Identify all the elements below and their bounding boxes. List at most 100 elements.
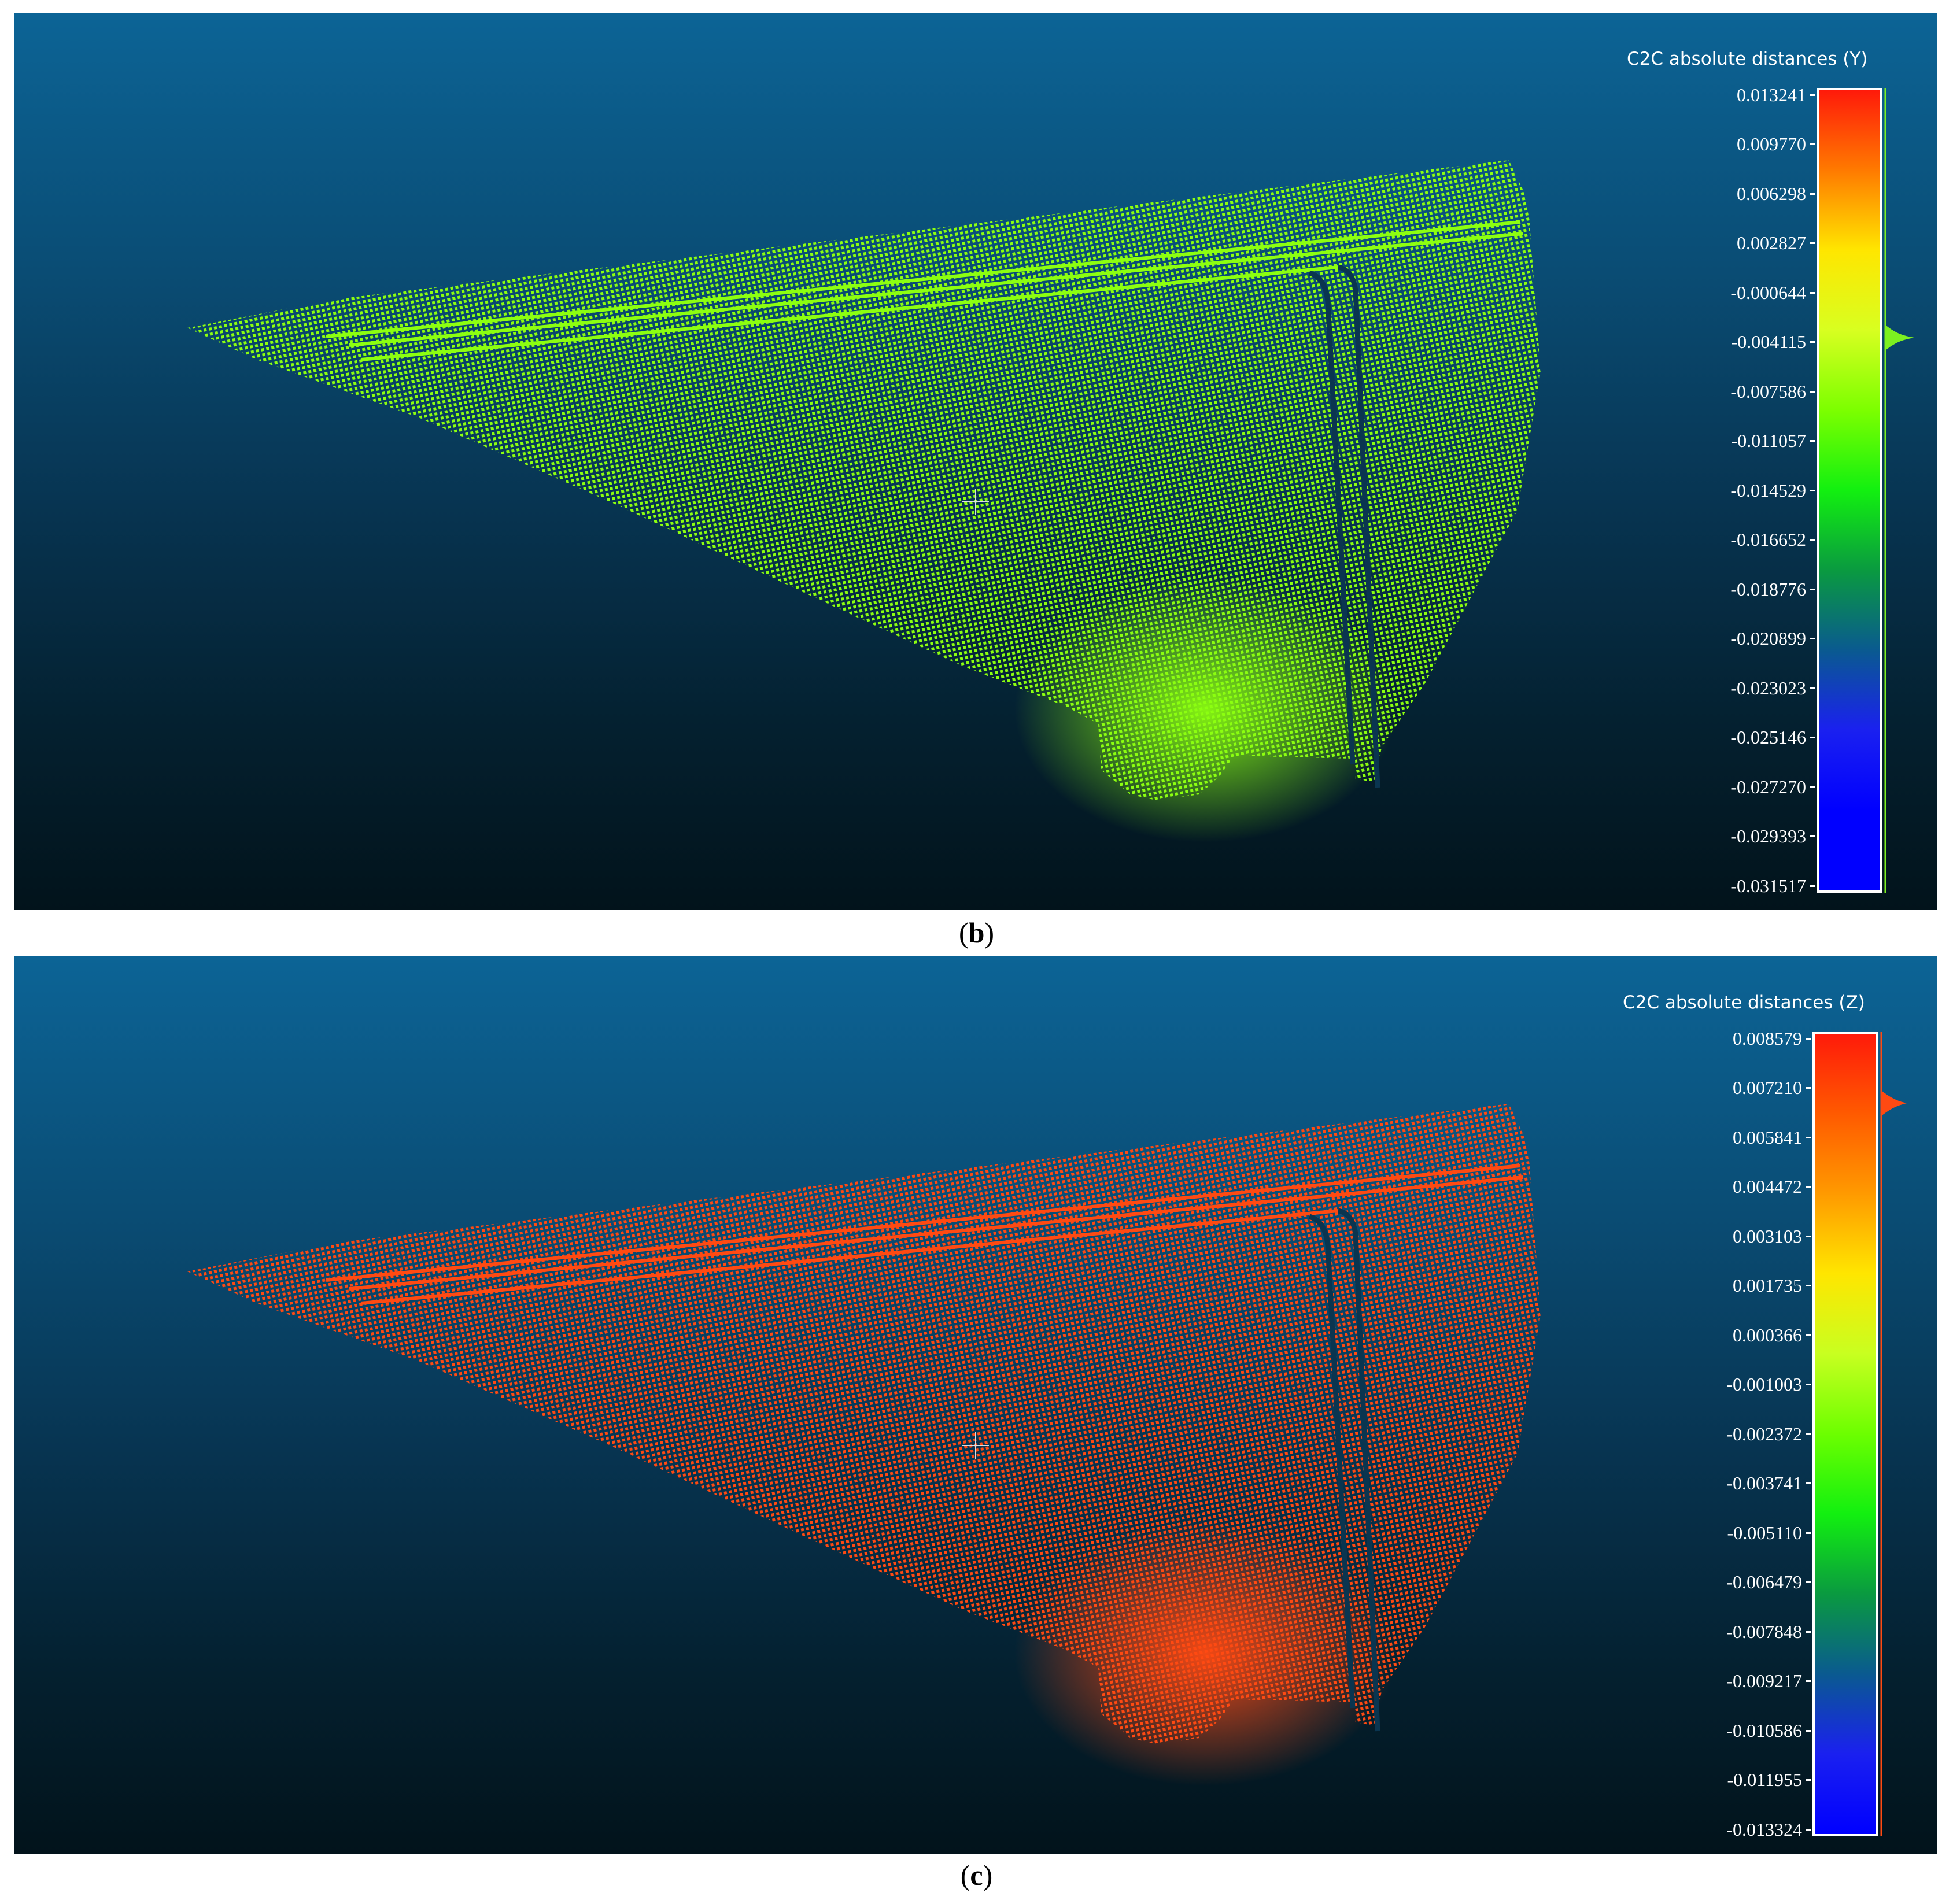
point-cloud-z	[187, 1104, 1541, 1786]
scale-tick-label: -0.000644	[1730, 282, 1806, 303]
scale-tick-mark	[1810, 687, 1815, 689]
scale-tick-mark	[1810, 588, 1815, 590]
scale-tick-label: -0.006479	[1726, 1572, 1802, 1592]
point-cloud-edge-line	[349, 232, 1524, 347]
scale-tick-label: -0.005110	[1727, 1522, 1802, 1543]
scale-tick: -0.005110	[1727, 1521, 1811, 1544]
scale-tick: -0.023023	[1730, 676, 1815, 700]
scale-tick-label: -0.013324	[1726, 1818, 1802, 1840]
scale-tick: -0.031517	[1730, 874, 1815, 897]
scale-tick: 0.008579	[1733, 1027, 1811, 1050]
scale-tick: -0.020899	[1730, 627, 1815, 650]
scale-tick-mark	[1810, 539, 1815, 541]
scale-tick-mark	[1810, 143, 1815, 145]
scale-tick-mark	[1806, 1037, 1811, 1040]
scale-tick-mark	[1810, 489, 1815, 491]
scale-tick: 0.003103	[1733, 1225, 1811, 1248]
dense-point-region	[1014, 576, 1396, 842]
point-cloud-edge-line	[1337, 1208, 1380, 1732]
scale-tick-label: 0.008579	[1733, 1027, 1802, 1049]
scale-tick-label: 0.005841	[1733, 1126, 1802, 1148]
scale-tick-mark	[1810, 291, 1815, 294]
caption-c: (c)	[960, 1859, 993, 1891]
scale-tick-label: -0.010586	[1726, 1720, 1802, 1741]
scale-tick: -0.016652	[1730, 528, 1815, 552]
scale-tick: -0.013324	[1726, 1818, 1811, 1841]
point-cloud-edge-line	[360, 265, 1339, 361]
scale-tick-label: -0.020899	[1730, 628, 1806, 649]
scale-tick-label: 0.001735	[1733, 1275, 1802, 1296]
scale-tick-mark	[1806, 1779, 1811, 1781]
scale-tick-label: -0.018776	[1730, 578, 1806, 600]
scale-tick-mark	[1806, 1680, 1811, 1682]
scale-tick: 0.013241	[1737, 83, 1815, 106]
scale-tick: -0.014529	[1730, 479, 1815, 502]
scale-tick: -0.007848	[1726, 1620, 1811, 1643]
scale-tick-label: 0.003103	[1733, 1225, 1802, 1247]
scale-tick-label: -0.027270	[1730, 776, 1806, 797]
scale-tick-mark	[1810, 885, 1815, 887]
scale-tick: 0.006298	[1737, 182, 1815, 205]
scale-tick-label: -0.029393	[1730, 826, 1806, 846]
scale-tick: -0.010586	[1726, 1719, 1811, 1742]
scale-tick-label: -0.031517	[1730, 875, 1806, 896]
scale-tick: 0.007210	[1733, 1077, 1811, 1100]
scale-tick-mark	[1806, 1334, 1811, 1336]
scale-tick-mark	[1806, 1136, 1811, 1138]
point-cloud-y	[187, 160, 1541, 842]
scale-tick-mark	[1806, 1433, 1811, 1435]
color-scale-bar	[1817, 88, 1882, 893]
scale-tick-label: -0.004115	[1731, 331, 1806, 352]
scale-tick-mark	[1810, 737, 1815, 738]
scale-tick: 0.009770	[1737, 133, 1815, 156]
scale-tick-mark	[1810, 440, 1815, 442]
scale-tick-mark	[1810, 341, 1815, 343]
scale-tick-mark	[1806, 1532, 1811, 1534]
point-cloud-viewport-y[interactable]: C2C absolute distances (Y) 0.013241 0.009…	[14, 13, 1937, 910]
scale-tick-label: -0.023023	[1730, 677, 1806, 698]
scale-tick-label: -0.025146	[1730, 727, 1806, 748]
scale-tick-label: -0.014529	[1730, 479, 1806, 501]
scale-tick: 0.001735	[1733, 1274, 1811, 1297]
distance-histogram	[1884, 88, 1914, 893]
scale-tick-mark	[1810, 242, 1815, 244]
point-cloud-edge-line	[360, 1209, 1339, 1305]
point-cloud-edge-line	[1308, 1214, 1356, 1709]
scale-tick: -0.027270	[1730, 775, 1815, 798]
scale-tick-label: -0.009217	[1726, 1670, 1802, 1691]
scale-tick-label: 0.009770	[1737, 134, 1806, 154]
scale-tick: -0.011955	[1727, 1769, 1811, 1792]
point-cloud-viewport-z[interactable]: C2C absolute distances (Z) 0.008579 0.007…	[14, 956, 1937, 1854]
point-cloud-edge-line	[349, 1175, 1524, 1291]
scale-tick-mark	[1810, 638, 1815, 639]
scale-tick: -0.001003	[1726, 1373, 1811, 1396]
scale-tick-label: -0.002372	[1726, 1423, 1802, 1444]
scale-tick: -0.006479	[1726, 1571, 1811, 1594]
scale-tick-mark	[1806, 1285, 1811, 1286]
scale-tick-label: -0.016652	[1730, 529, 1806, 550]
scale-title: C2C absolute distances (Z)	[1623, 992, 1865, 1013]
scale-tick-mark	[1806, 1581, 1811, 1583]
caption-b: (b)	[958, 916, 995, 949]
scale-tick-mark	[1806, 1186, 1811, 1188]
scale-title: C2C absolute distances (Y)	[1627, 49, 1868, 69]
crosshair-icon	[962, 1432, 989, 1459]
point-cloud-edge-line	[326, 220, 1521, 338]
scale-tick: -0.000644	[1730, 281, 1815, 304]
scale-tick: -0.011057	[1732, 430, 1815, 453]
scale-tick: -0.029393	[1730, 825, 1815, 848]
scale-tick: -0.002372	[1726, 1422, 1811, 1445]
scale-tick-label: 0.002827	[1737, 232, 1806, 253]
scale-tick-label: 0.013241	[1737, 84, 1806, 105]
dense-point-region	[1014, 1520, 1396, 1786]
scale-tick: -0.018776	[1730, 578, 1815, 601]
scale-tick-mark	[1810, 835, 1815, 837]
scale-tick: 0.002827	[1737, 232, 1815, 255]
scale-tick-label: -0.007848	[1726, 1621, 1802, 1642]
scale-tick-label: 0.007210	[1733, 1077, 1802, 1098]
histogram-peak	[1885, 325, 1914, 350]
scale-tick-label: 0.006298	[1737, 183, 1806, 204]
scale-tick: 0.004472	[1733, 1175, 1811, 1199]
scale-tick-mark	[1806, 1235, 1811, 1237]
scale-tick: 0.005841	[1733, 1126, 1811, 1149]
